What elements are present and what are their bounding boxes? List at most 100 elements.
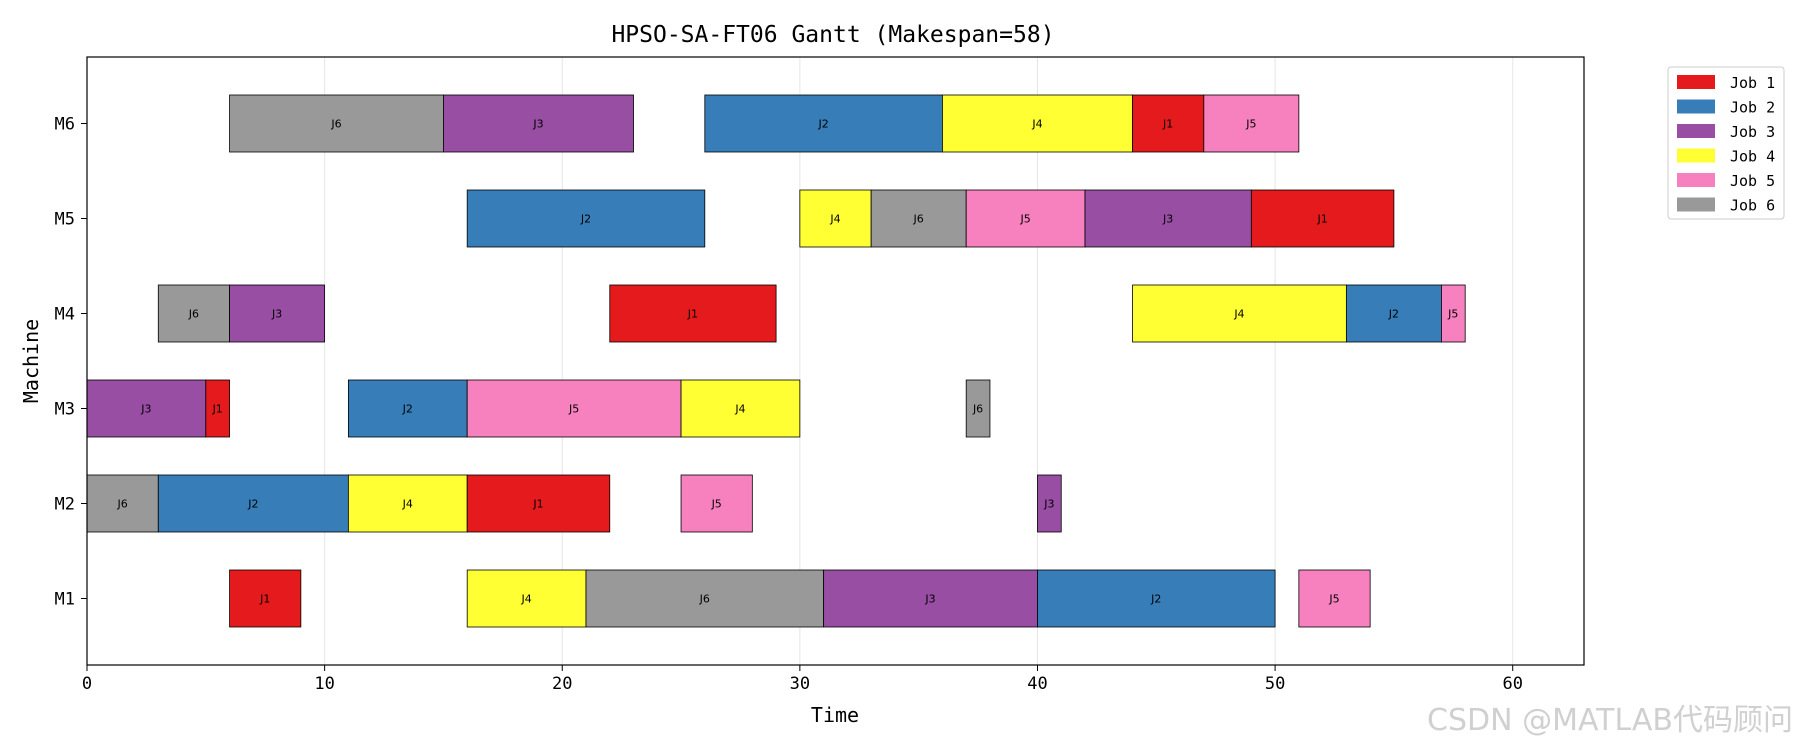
task-bar <box>680 474 753 533</box>
task-bar-label: J1 <box>532 498 543 511</box>
task-bar-label: J3 <box>532 118 543 131</box>
task-bar-label: J6 <box>699 593 710 606</box>
task-bar-label: J5 <box>568 403 579 416</box>
task-bar <box>609 284 777 343</box>
watermark: CSDN @MATLAB代码顾问 <box>1427 703 1793 738</box>
grid-lines <box>86 57 1514 665</box>
task-bar-label: J2 <box>580 213 591 226</box>
task-bar <box>1298 569 1371 628</box>
y-tick-label: M1 <box>55 590 75 610</box>
chart-title: HPSO-SA-FT06 Gantt (Makespan=58) <box>611 22 1054 48</box>
plot-frame <box>86 56 1585 666</box>
task-bar-label: J1 <box>1162 118 1173 131</box>
legend-label: Job 4 <box>1730 148 1775 166</box>
legend-swatch <box>1677 75 1715 89</box>
task-bar-label: J4 <box>1233 308 1244 321</box>
task-bar-label: J6 <box>972 403 983 416</box>
legend-label: Job 3 <box>1730 123 1775 141</box>
legend-swatch <box>1677 124 1715 138</box>
task-bar-label: J3 <box>140 403 151 416</box>
x-tick-label: 30 <box>790 674 810 694</box>
y-axis-label: Machine <box>19 319 43 403</box>
task-bars: J1 J4 J6 J3 J2 J5 J6 J2 J4 J1 J5 J3 J3 J1 J2 J5 J4 J6 J6 J3… <box>86 94 1466 628</box>
x-tick-label: 40 <box>1027 674 1047 694</box>
task-bar-label: J2 <box>247 498 258 511</box>
task-bar <box>1250 189 1395 248</box>
task-bar <box>1132 94 1205 153</box>
task-bar-label: J4 <box>734 403 745 416</box>
task-bar <box>1345 284 1442 343</box>
task-bar <box>942 94 1133 153</box>
task-bar <box>466 379 682 438</box>
task-bar-label: J6 <box>913 213 924 226</box>
task-bar <box>704 94 943 153</box>
task-bar-label: J1 <box>212 403 223 416</box>
task-bar <box>680 379 801 438</box>
legend-label: Job 5 <box>1730 172 1775 190</box>
x-tick-label: 0 <box>82 674 92 694</box>
task-bar <box>1037 569 1276 628</box>
task-bar <box>1037 474 1062 533</box>
task-bar-label: J4 <box>829 213 840 226</box>
y-tick-label: M4 <box>55 305 75 325</box>
task-bar <box>229 569 302 628</box>
x-tick-label: 20 <box>552 674 572 694</box>
legend-swatch <box>1677 99 1715 114</box>
legend-swatch <box>1677 148 1715 163</box>
task-bar <box>870 189 967 248</box>
task-bar-label: J6 <box>330 118 341 131</box>
task-bar-label: J5 <box>1328 593 1339 606</box>
task-bar-label: J2 <box>402 403 413 416</box>
task-bar-label: J2 <box>1388 308 1399 321</box>
task-bar <box>205 379 230 438</box>
task-bar <box>823 569 1038 628</box>
x-tick-label: 60 <box>1502 674 1522 694</box>
task-bar-label: J4 <box>402 498 413 511</box>
task-bar <box>157 284 230 343</box>
task-bar-label: J2 <box>817 118 828 131</box>
task-bar <box>1441 284 1466 343</box>
task-bar-label: J5 <box>1447 308 1458 321</box>
task-bar-label: J5 <box>1245 118 1256 131</box>
y-axis: M1 M2 M3 M4 M5 M6 <box>55 115 87 610</box>
legend-label: Job 2 <box>1730 99 1775 117</box>
task-bar-label: J6 <box>188 308 199 321</box>
x-axis-label: Time <box>811 703 859 727</box>
legend-label: Job 1 <box>1730 74 1775 92</box>
task-bar <box>443 94 634 153</box>
x-axis: 0 10 20 30 40 50 60 <box>82 665 1523 694</box>
task-bar-label: J3 <box>924 593 935 606</box>
legend-swatch <box>1677 173 1715 187</box>
task-bar <box>347 379 468 438</box>
task-bar <box>229 284 326 343</box>
task-bar <box>229 94 444 153</box>
y-tick-label: M2 <box>55 495 75 515</box>
task-bar-label: J2 <box>1150 593 1161 606</box>
task-bar-label: J3 <box>1043 498 1054 511</box>
legend: Job 1 Job 2 Job 3 Job 4 Job 5 Job 6 <box>1667 66 1785 220</box>
task-bar <box>157 474 349 533</box>
task-bar-label: J1 <box>687 308 698 321</box>
task-bar <box>466 569 587 628</box>
task-bar-label: J1 <box>259 593 270 606</box>
task-bar-label: J5 <box>1019 213 1030 226</box>
task-bar-label: J4 <box>520 593 531 606</box>
x-tick-label: 10 <box>314 674 334 694</box>
task-bar-label: J3 <box>271 308 282 321</box>
task-bar <box>585 569 825 628</box>
task-bar <box>965 379 991 438</box>
task-bar-label: J3 <box>1162 213 1173 226</box>
task-bar <box>347 474 468 533</box>
task-bar-label: J1 <box>1316 213 1327 226</box>
task-bar <box>466 189 706 248</box>
task-bar <box>1203 94 1300 153</box>
task-bar <box>86 379 207 438</box>
task-bar <box>466 474 611 533</box>
y-tick-label: M5 <box>55 210 75 230</box>
x-tick-label: 50 <box>1265 674 1285 694</box>
task-bar-label: J4 <box>1031 118 1042 131</box>
legend-label: Job 6 <box>1730 197 1775 215</box>
task-bar-label: J6 <box>117 498 128 511</box>
legend-swatch <box>1677 197 1715 212</box>
task-bar <box>1132 284 1347 343</box>
